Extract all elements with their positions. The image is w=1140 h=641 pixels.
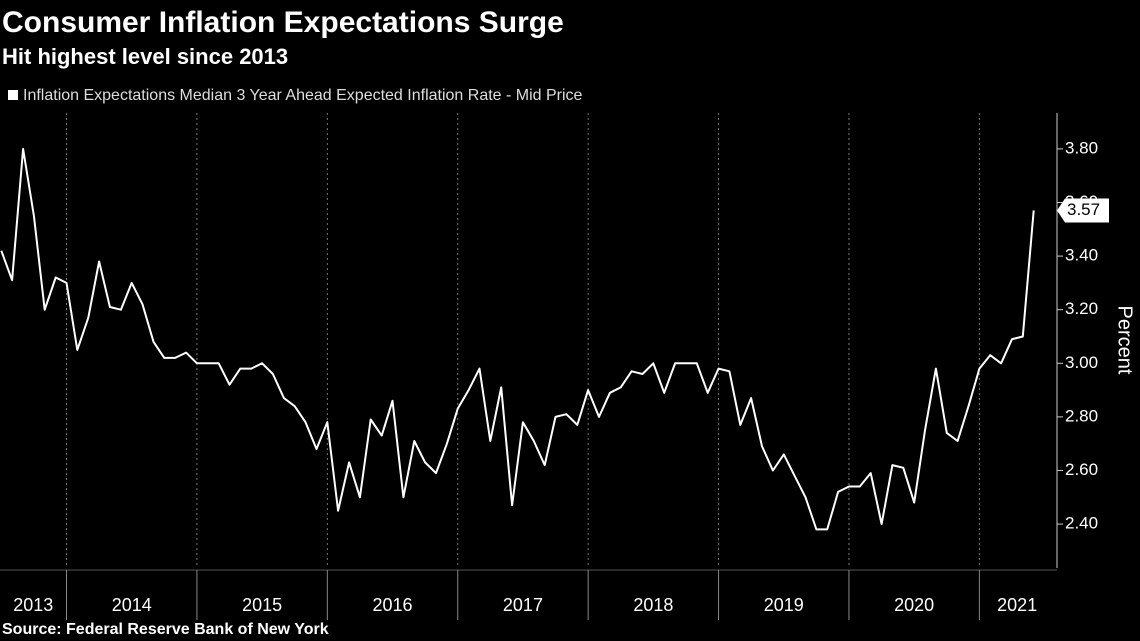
x-tick-label: 2021 — [997, 595, 1037, 615]
y-tick-label: 2.60 — [1065, 460, 1098, 479]
last-value-tag — [1057, 198, 1109, 223]
chart-title: Consumer Inflation Expectations Surge — [2, 6, 564, 39]
legend-swatch — [8, 90, 18, 100]
x-tick-label: 2014 — [112, 595, 152, 615]
y-tick-label: 3.40 — [1065, 246, 1098, 265]
x-tick-label: 2018 — [633, 595, 673, 615]
x-tick-label: 2016 — [373, 595, 413, 615]
chart-subtitle: Hit highest level since 2013 — [2, 44, 288, 69]
y-tick-label: 2.40 — [1065, 514, 1098, 533]
x-tick-label: 2020 — [894, 595, 934, 615]
y-tick-label: 3.00 — [1065, 353, 1098, 372]
x-tick-label: 2013 — [13, 595, 53, 615]
source: Source: Federal Reserve Bank of New York — [2, 621, 329, 638]
y-tick-label: 3.20 — [1065, 299, 1098, 318]
x-tick-label: 2019 — [764, 595, 804, 615]
line — [0, 147, 1035, 531]
y-axis-label: Percent — [1114, 306, 1136, 375]
x-tick-label: 2015 — [242, 595, 282, 615]
y-tick-label: 2.80 — [1065, 406, 1098, 425]
x-tick-label: 2017 — [503, 595, 543, 615]
legend-label: Inflation Expectations Median 3 Year Ahe… — [23, 87, 583, 104]
y-tick-label: 3.80 — [1065, 138, 1098, 157]
last-value-label: 3.57 — [1067, 200, 1100, 219]
